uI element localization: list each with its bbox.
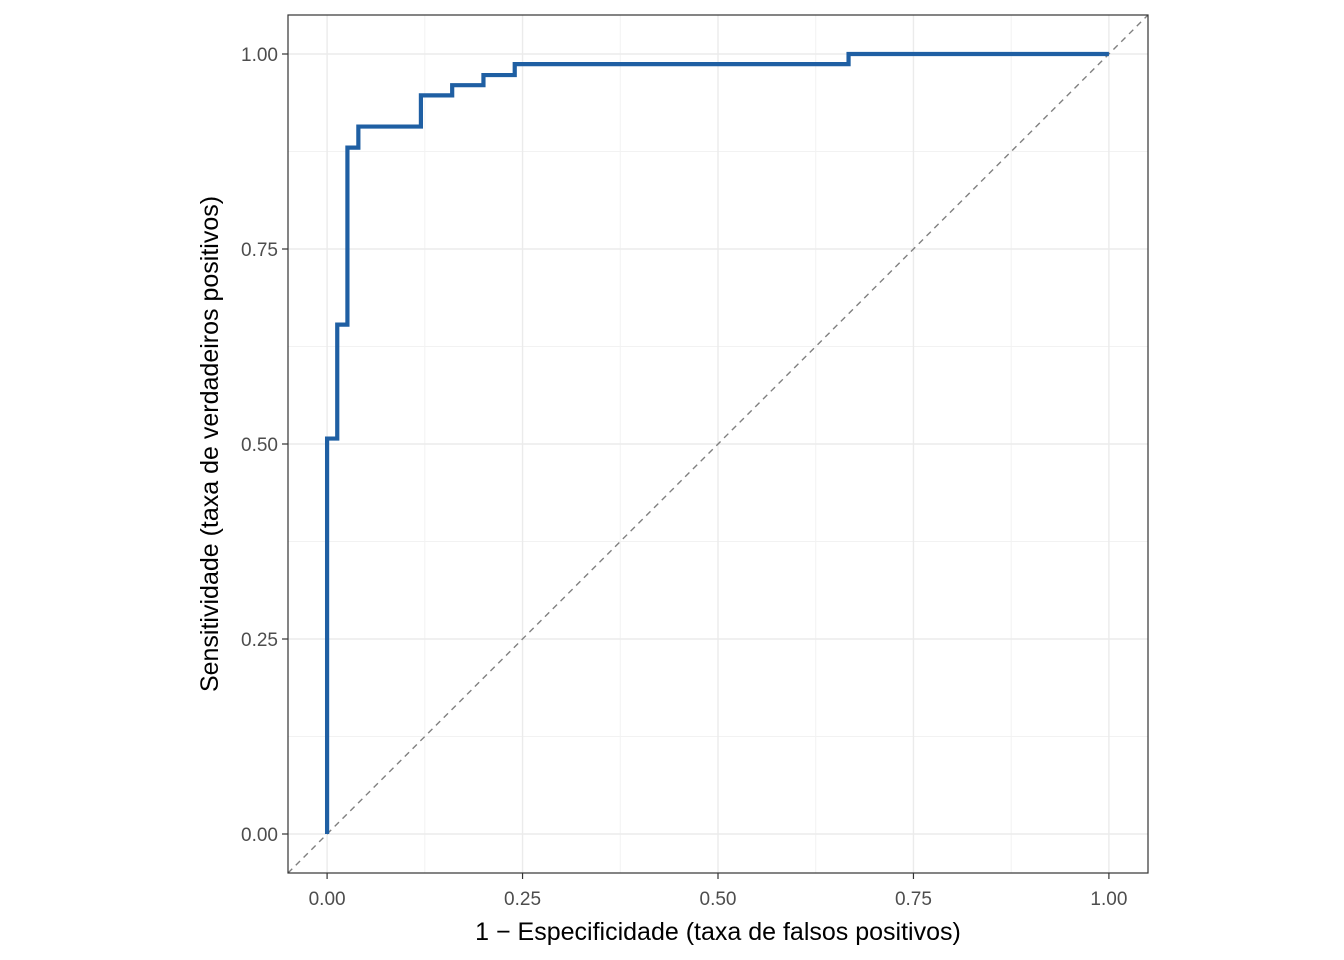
series-layer <box>287 14 1149 874</box>
x-tick-label: 0.50 <box>700 889 737 910</box>
x-tick-label: 0.25 <box>504 889 541 910</box>
grid-major <box>288 15 1148 873</box>
x-tick-label: 1.00 <box>1090 889 1127 910</box>
y-tick-label: 0.75 <box>241 240 278 261</box>
ticks-layer: 0.00 0.25 0.50 0.75 1.00 0.00 0.25 0.50 0.75 1.00 <box>241 45 1127 910</box>
y-tick-label: 0.00 <box>241 825 278 846</box>
roc-curve-line <box>324 51 1109 834</box>
x-tick-label: 0.00 <box>309 889 346 910</box>
y-axis-title: Sensitividade (taxa de verdadeiros posit… <box>196 196 224 692</box>
y-tick-label: 1.00 <box>241 45 278 66</box>
y-tick-label: 0.50 <box>241 435 278 456</box>
x-tick-label: 0.75 <box>895 889 932 910</box>
x-axis-title: 1 − Especificidade (taxa de falsos posit… <box>475 918 961 946</box>
reference-diagonal-line <box>287 14 1149 874</box>
y-tick-label: 0.25 <box>241 630 278 651</box>
